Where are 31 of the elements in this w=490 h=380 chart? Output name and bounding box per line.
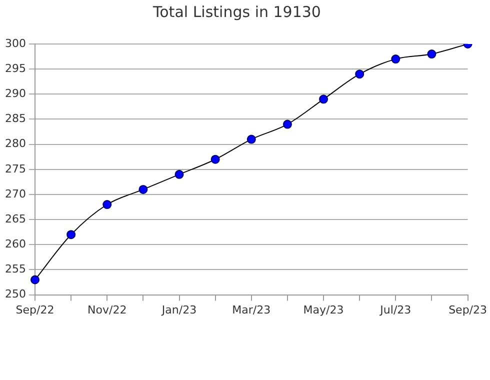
y-tick-label: 260 — [4, 238, 26, 250]
x-tick-label: Jul/23 — [379, 303, 412, 316]
y-tick-label: 270 — [4, 187, 26, 200]
x-tick-label: Nov/22 — [88, 303, 127, 316]
x-tick-label: Sep/23 — [448, 303, 487, 316]
x-tick-label: Mar/23 — [232, 303, 271, 316]
point — [246, 134, 256, 144]
point — [210, 154, 220, 164]
x-tick-label: May/23 — [303, 303, 344, 316]
y-tick-label: 250 — [4, 288, 26, 301]
y-tick-label: 255 — [4, 262, 26, 276]
point — [319, 94, 328, 104]
point — [30, 275, 40, 284]
point — [427, 50, 436, 59]
y-tick-label: 275 — [4, 162, 26, 176]
y-tick-label: 295 — [4, 62, 26, 75]
x-tick-label: Jan/23 — [160, 303, 197, 316]
point — [282, 120, 292, 129]
y-tick-label: 290 — [4, 87, 26, 100]
y-tick-label: 280 — [4, 137, 26, 150]
x-tick-label: Sep/22 — [16, 303, 54, 316]
y-tick-label: 285 — [4, 112, 26, 126]
point — [66, 230, 76, 240]
y-tick-label: 265 — [4, 212, 26, 226]
point — [102, 200, 112, 210]
point — [174, 170, 184, 179]
point — [138, 184, 148, 194]
y-tick-label: 300 — [4, 36, 26, 50]
point — [391, 54, 400, 64]
chart-title: Total Listings in 19130 — [152, 2, 321, 21]
point — [355, 70, 364, 79]
